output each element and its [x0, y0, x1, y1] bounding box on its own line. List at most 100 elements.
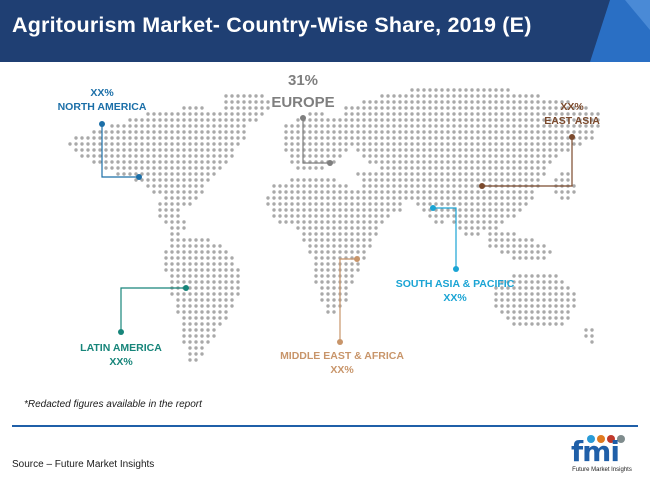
map-dot: [350, 262, 354, 266]
map-dot: [506, 178, 510, 182]
map-dot: [212, 172, 216, 176]
map-dot: [542, 154, 546, 158]
map-dot: [146, 130, 150, 134]
map-dot: [374, 124, 378, 128]
map-dot: [458, 112, 462, 116]
map-dot: [338, 190, 342, 194]
map-dot: [380, 94, 384, 98]
map-dot: [182, 154, 186, 158]
map-dot: [500, 292, 504, 296]
map-dot: [416, 202, 420, 206]
map-dot: [524, 100, 528, 104]
south-asia-pacific-value: XX%: [443, 292, 467, 304]
map-dot: [266, 106, 270, 110]
map-dot: [500, 310, 504, 314]
map-dot: [314, 184, 318, 188]
map-dot: [518, 100, 522, 104]
map-dot: [170, 160, 174, 164]
map-dot: [314, 262, 318, 266]
map-dot: [368, 172, 372, 176]
map-dot: [488, 136, 492, 140]
map-dot: [578, 130, 582, 134]
map-dot: [518, 310, 522, 314]
map-dot: [500, 148, 504, 152]
map-dot: [344, 292, 348, 296]
map-dot: [446, 166, 450, 170]
map-dot: [446, 88, 450, 92]
map-dot: [404, 166, 408, 170]
map-dot: [212, 298, 216, 302]
map-dot: [356, 244, 360, 248]
map-dot: [530, 130, 534, 134]
map-dot: [512, 172, 516, 176]
map-dot: [200, 310, 204, 314]
map-dot: [146, 112, 150, 116]
map-dot: [380, 106, 384, 110]
map-dot: [206, 136, 210, 140]
map-dot: [428, 214, 432, 218]
map-dot: [506, 232, 510, 236]
map-dot: [332, 124, 336, 128]
map-dot: [506, 160, 510, 164]
map-dot: [344, 238, 348, 242]
map-dot: [332, 154, 336, 158]
map-dot: [422, 94, 426, 98]
map-dot: [380, 202, 384, 206]
map-dot: [254, 100, 258, 104]
map-dot: [314, 166, 318, 170]
map-dot: [296, 214, 300, 218]
map-dot: [332, 304, 336, 308]
map-dot: [98, 142, 102, 146]
map-dot: [110, 124, 114, 128]
map-dot: [434, 148, 438, 152]
map-dot: [500, 118, 504, 122]
map-dot: [362, 226, 366, 230]
map-dot: [500, 244, 504, 248]
map-dot: [386, 130, 390, 134]
map-dot: [536, 298, 540, 302]
map-dot: [530, 322, 534, 326]
map-dot: [326, 202, 330, 206]
map-dot: [152, 154, 156, 158]
map-dot: [236, 118, 240, 122]
map-dot: [188, 190, 192, 194]
north-america-name: NORTH AMERICA: [57, 101, 147, 113]
map-dot: [566, 178, 570, 182]
map-dot: [152, 124, 156, 128]
map-dot: [512, 310, 516, 314]
map-dot: [368, 196, 372, 200]
map-dot: [308, 154, 312, 158]
map-dot: [530, 178, 534, 182]
map-dot: [512, 304, 516, 308]
map-dot: [404, 142, 408, 146]
middle-east-africa-marker: [337, 256, 360, 345]
map-dot: [110, 130, 114, 134]
map-dot: [572, 106, 576, 110]
map-dot: [320, 232, 324, 236]
map-dot: [392, 142, 396, 146]
map-dot: [218, 316, 222, 320]
map-dot: [344, 274, 348, 278]
map-dot: [140, 136, 144, 140]
map-dot: [518, 304, 522, 308]
map-dot: [272, 196, 276, 200]
map-dot: [566, 298, 570, 302]
map-dot: [482, 154, 486, 158]
map-dot: [332, 292, 336, 296]
map-dot: [164, 112, 168, 116]
map-dot: [470, 184, 474, 188]
map-dot: [470, 190, 474, 194]
map-dot: [218, 142, 222, 146]
map-dot: [218, 124, 222, 128]
map-dot: [524, 148, 528, 152]
map-dot: [200, 190, 204, 194]
map-dot: [320, 178, 324, 182]
map-dot: [464, 112, 468, 116]
map-dot: [332, 136, 336, 140]
map-dot: [164, 256, 168, 260]
map-dot: [176, 280, 180, 284]
map-dot: [464, 94, 468, 98]
map-dot: [506, 250, 510, 254]
map-dot: [230, 274, 234, 278]
map-dot: [512, 250, 516, 254]
